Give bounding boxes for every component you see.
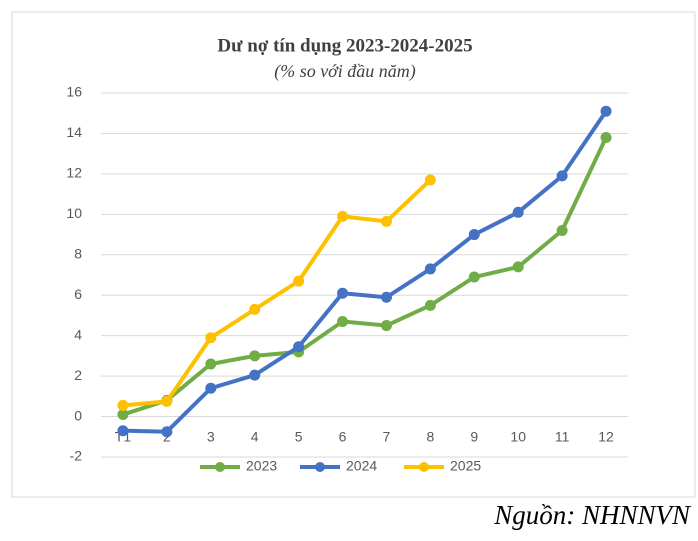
y-tick-label: 10	[66, 205, 82, 221]
y-tick-label: -2	[70, 448, 83, 464]
series-point	[205, 332, 217, 344]
series-point	[117, 409, 129, 421]
x-tick-label: 6	[339, 428, 347, 444]
y-tick-label: 16	[66, 84, 82, 100]
series-point	[249, 350, 261, 362]
series-point	[117, 425, 129, 437]
series-point	[249, 369, 261, 381]
series-point	[337, 210, 349, 222]
series-line	[120, 135, 609, 417]
series-point	[424, 299, 436, 311]
y-tick-label: 2	[74, 367, 82, 383]
series-point	[249, 303, 261, 315]
x-tick-label: 7	[383, 428, 391, 444]
series-point	[337, 287, 349, 299]
x-tick-label: 12	[598, 428, 614, 444]
series-point	[161, 395, 173, 407]
x-tick-label: 11	[555, 428, 570, 444]
y-tick-label: 0	[74, 407, 82, 423]
y-tick-label: 4	[74, 326, 82, 342]
series-point	[205, 382, 217, 394]
series-point	[205, 358, 217, 370]
series-point	[380, 320, 392, 332]
series-point	[117, 399, 129, 411]
series-point	[512, 206, 524, 218]
series-point	[424, 174, 436, 186]
y-tick-label: 6	[74, 286, 82, 302]
series-point	[600, 105, 612, 117]
legend-marker	[215, 462, 225, 472]
legend-label: 2025	[450, 458, 481, 474]
y-tick-label: 8	[74, 245, 82, 261]
x-tick-label: 9	[470, 428, 478, 444]
series-point	[380, 291, 392, 303]
chart-subtitle: (% so với đầu năm)	[274, 61, 416, 82]
series-point	[512, 261, 524, 273]
y-tick-label: 12	[66, 165, 82, 181]
x-tick-label: 8	[426, 428, 434, 444]
series-point	[468, 271, 480, 283]
series-line	[120, 109, 609, 434]
series-point	[380, 215, 392, 227]
series-point	[293, 341, 305, 353]
series-point	[337, 316, 349, 328]
series-point	[424, 263, 436, 275]
series-point	[556, 225, 568, 237]
series-point	[556, 170, 568, 182]
x-tick-label: 3	[207, 428, 215, 444]
series-point	[468, 229, 480, 241]
legend-marker	[315, 462, 325, 472]
x-tick-label: 4	[251, 428, 259, 444]
source: Nguồn: NHNNVN	[493, 500, 692, 530]
y-tick-label: 14	[66, 124, 82, 140]
legend-label: 2024	[346, 458, 377, 474]
x-tick-label: 10	[510, 428, 526, 444]
chart-title: Dư nợ tín dụng 2023-2024-2025	[217, 35, 472, 56]
series-line	[120, 177, 433, 408]
legend-label: 2023	[246, 458, 277, 474]
series-point	[600, 131, 612, 143]
legend-marker	[419, 462, 429, 472]
x-tick-label: 5	[295, 428, 303, 444]
series-point	[293, 275, 305, 287]
series-point	[161, 426, 173, 438]
